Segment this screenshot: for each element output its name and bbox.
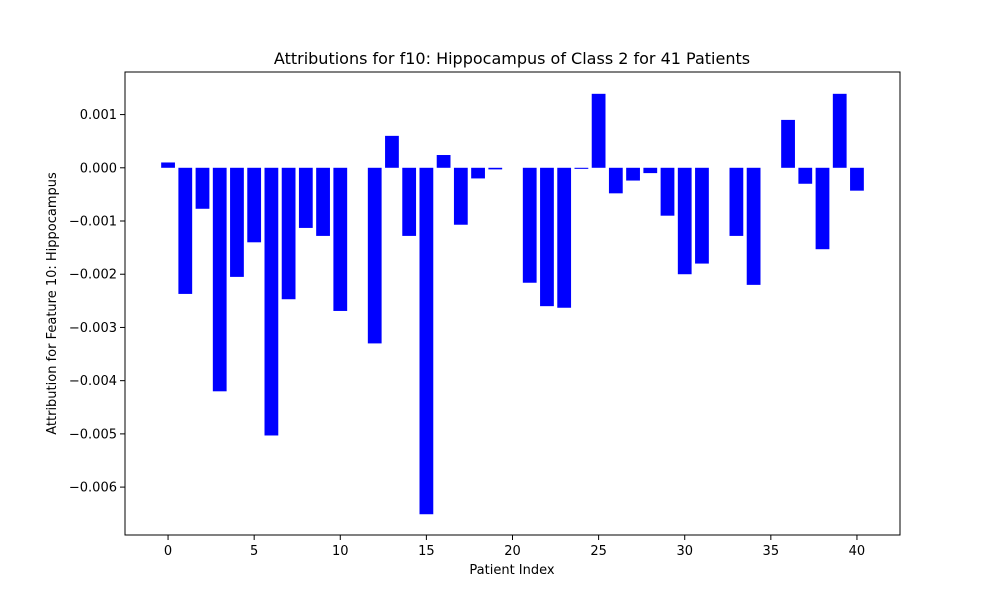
y-tick-label: −0.005	[69, 427, 117, 442]
y-tick-label: −0.002	[69, 268, 117, 283]
bar-patient-12	[367, 167, 382, 344]
chart-title: Attributions for f10: Hippocampus of Cla…	[274, 49, 750, 68]
bar-patient-30	[677, 167, 692, 275]
x-tick-label: 40	[849, 544, 866, 559]
bar-patient-2	[195, 167, 210, 209]
bar-patient-15	[419, 167, 434, 515]
bar-patient-13	[385, 135, 399, 168]
y-tick-label: −0.004	[69, 374, 117, 389]
bar-patient-27	[626, 167, 640, 181]
bar-patient-6	[264, 167, 279, 436]
bar-patient-21	[522, 167, 537, 283]
bars-group	[161, 93, 864, 515]
bar-patient-19	[488, 167, 503, 170]
bar-patient-39	[832, 93, 847, 168]
bar-patient-24	[574, 167, 589, 169]
bar-patient-25	[591, 93, 606, 168]
x-tick-label: 20	[504, 544, 521, 559]
y-tick-label: 0.001	[80, 108, 117, 123]
bar-patient-37	[798, 167, 813, 184]
x-tick-label: 35	[763, 544, 780, 559]
y-tick-label: −0.001	[69, 215, 117, 230]
y-tick-label: −0.003	[69, 321, 117, 336]
y-tick-label: 0.000	[80, 161, 117, 176]
bar-patient-29	[660, 167, 675, 216]
bar-patient-5	[247, 167, 262, 243]
y-tick-label: −0.006	[69, 481, 117, 496]
bar-patient-26	[608, 167, 623, 194]
x-tick-label: 15	[418, 544, 435, 559]
x-tick-label: 0	[164, 544, 172, 559]
bar-patient-10	[333, 167, 348, 311]
x-axis-label: Patient Index	[469, 563, 554, 578]
bar-patient-31	[695, 167, 709, 264]
bar-patient-18	[471, 167, 485, 179]
bar-patient-22	[540, 167, 554, 307]
bar-patient-4	[230, 167, 244, 277]
bar-patient-17	[453, 167, 468, 225]
x-tick-label: 10	[332, 544, 349, 559]
bar-patient-1	[178, 167, 193, 294]
bar-patient-8	[298, 167, 313, 228]
y-axis-ticks: −0.006 −0.005 −0.004 −0.003 −0.002 −0.001 0.00…	[69, 108, 125, 496]
x-tick-label: 30	[676, 544, 693, 559]
bar-patient-16	[436, 155, 451, 168]
bar-patient-40	[850, 167, 864, 191]
bar-patient-3	[212, 167, 227, 392]
x-tick-label: 5	[250, 544, 258, 559]
bar-patient-7	[281, 167, 296, 300]
bar-patient-23	[557, 167, 572, 308]
x-axis-ticks: 0 5 10 15 20 25 30 35 40	[164, 535, 865, 559]
bar-patient-36	[781, 119, 795, 168]
bar-patient-34	[746, 167, 761, 285]
bar-patient-9	[316, 167, 330, 236]
y-axis-label: Attribution for Feature 10: Hippocampus	[45, 172, 60, 435]
bar-patient-28	[643, 167, 658, 174]
bar-patient-0	[161, 162, 175, 168]
bar-patient-14	[402, 167, 417, 236]
bar-patient-38	[815, 167, 830, 250]
x-tick-label: 25	[590, 544, 607, 559]
bar-patient-33	[729, 167, 744, 236]
